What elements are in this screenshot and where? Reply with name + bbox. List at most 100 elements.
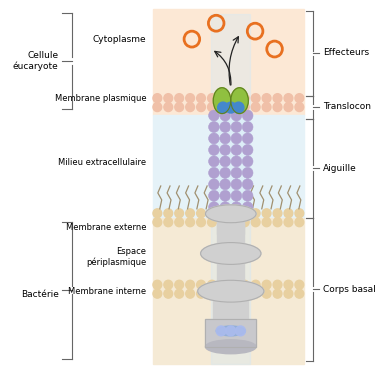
Circle shape (216, 326, 226, 336)
Bar (153, 115, 304, 218)
Circle shape (209, 144, 219, 155)
Text: Membrane plasmique: Membrane plasmique (54, 94, 146, 103)
Bar (205, 319, 256, 347)
Circle shape (242, 190, 253, 201)
Text: Corps basal: Corps basal (323, 285, 376, 294)
Circle shape (197, 209, 205, 218)
Circle shape (220, 190, 231, 201)
Circle shape (230, 289, 238, 298)
Bar (217, 214, 244, 233)
Circle shape (164, 289, 173, 298)
Circle shape (230, 280, 238, 289)
Circle shape (273, 218, 282, 227)
Circle shape (197, 218, 205, 227)
Circle shape (186, 102, 194, 112)
Circle shape (164, 280, 173, 289)
Bar (205, 319, 256, 347)
Circle shape (197, 102, 205, 112)
Circle shape (153, 218, 162, 227)
Circle shape (186, 218, 194, 227)
Circle shape (284, 218, 293, 227)
Circle shape (218, 102, 228, 113)
Circle shape (284, 94, 293, 102)
Text: Effecteurs: Effecteurs (323, 48, 369, 57)
Circle shape (220, 133, 231, 144)
Bar (211, 14, 250, 364)
Circle shape (262, 218, 271, 227)
Circle shape (242, 110, 253, 121)
Circle shape (226, 326, 236, 336)
Circle shape (273, 209, 282, 218)
Circle shape (164, 102, 173, 112)
Circle shape (231, 133, 242, 144)
Circle shape (251, 209, 260, 218)
Text: Aiguille: Aiguille (323, 164, 357, 173)
Circle shape (236, 326, 245, 336)
Circle shape (197, 94, 205, 102)
Circle shape (295, 102, 304, 112)
Text: Espace
périplasmique: Espace périplasmique (86, 248, 146, 268)
Circle shape (273, 280, 282, 289)
Circle shape (295, 218, 304, 227)
Circle shape (208, 209, 216, 218)
Circle shape (231, 167, 242, 178)
Circle shape (209, 133, 219, 144)
Circle shape (233, 102, 244, 113)
Circle shape (220, 156, 231, 167)
Circle shape (240, 218, 249, 227)
Circle shape (231, 121, 242, 132)
Text: Cytoplasme: Cytoplasme (93, 35, 146, 44)
Circle shape (231, 156, 242, 167)
Circle shape (242, 179, 253, 190)
Bar (217, 223, 244, 256)
Text: Membrane externe: Membrane externe (66, 223, 146, 232)
Circle shape (240, 94, 249, 102)
Circle shape (186, 289, 194, 298)
Circle shape (262, 209, 271, 218)
Circle shape (209, 190, 219, 201)
Circle shape (262, 102, 271, 112)
Circle shape (242, 167, 253, 178)
Text: Bactérie: Bactérie (21, 290, 59, 299)
Circle shape (273, 102, 282, 112)
Circle shape (240, 280, 249, 289)
Circle shape (186, 209, 194, 218)
Circle shape (284, 280, 293, 289)
Bar (217, 262, 244, 291)
Ellipse shape (198, 280, 264, 302)
Circle shape (295, 94, 304, 102)
Circle shape (251, 280, 260, 289)
Circle shape (231, 190, 242, 201)
Circle shape (295, 209, 304, 218)
Circle shape (164, 94, 173, 102)
Circle shape (209, 202, 219, 213)
Circle shape (231, 202, 242, 213)
Circle shape (209, 121, 219, 132)
Bar (153, 9, 304, 115)
Circle shape (209, 110, 219, 121)
Ellipse shape (205, 340, 256, 354)
Circle shape (284, 289, 293, 298)
Ellipse shape (201, 243, 261, 265)
Text: Milieu extracellulaire: Milieu extracellulaire (58, 158, 146, 166)
Bar (153, 218, 304, 364)
Circle shape (164, 218, 173, 227)
Circle shape (209, 156, 219, 167)
Circle shape (295, 280, 304, 289)
Circle shape (209, 179, 219, 190)
Circle shape (230, 94, 238, 102)
Bar (213, 299, 248, 321)
Circle shape (208, 289, 216, 298)
Circle shape (153, 289, 162, 298)
Circle shape (153, 102, 162, 112)
Circle shape (242, 121, 253, 132)
Circle shape (164, 209, 173, 218)
Circle shape (231, 179, 242, 190)
Circle shape (175, 289, 184, 298)
Circle shape (273, 289, 282, 298)
Circle shape (175, 102, 184, 112)
Circle shape (175, 94, 184, 102)
Circle shape (295, 289, 304, 298)
Circle shape (220, 202, 231, 213)
Ellipse shape (205, 205, 256, 223)
